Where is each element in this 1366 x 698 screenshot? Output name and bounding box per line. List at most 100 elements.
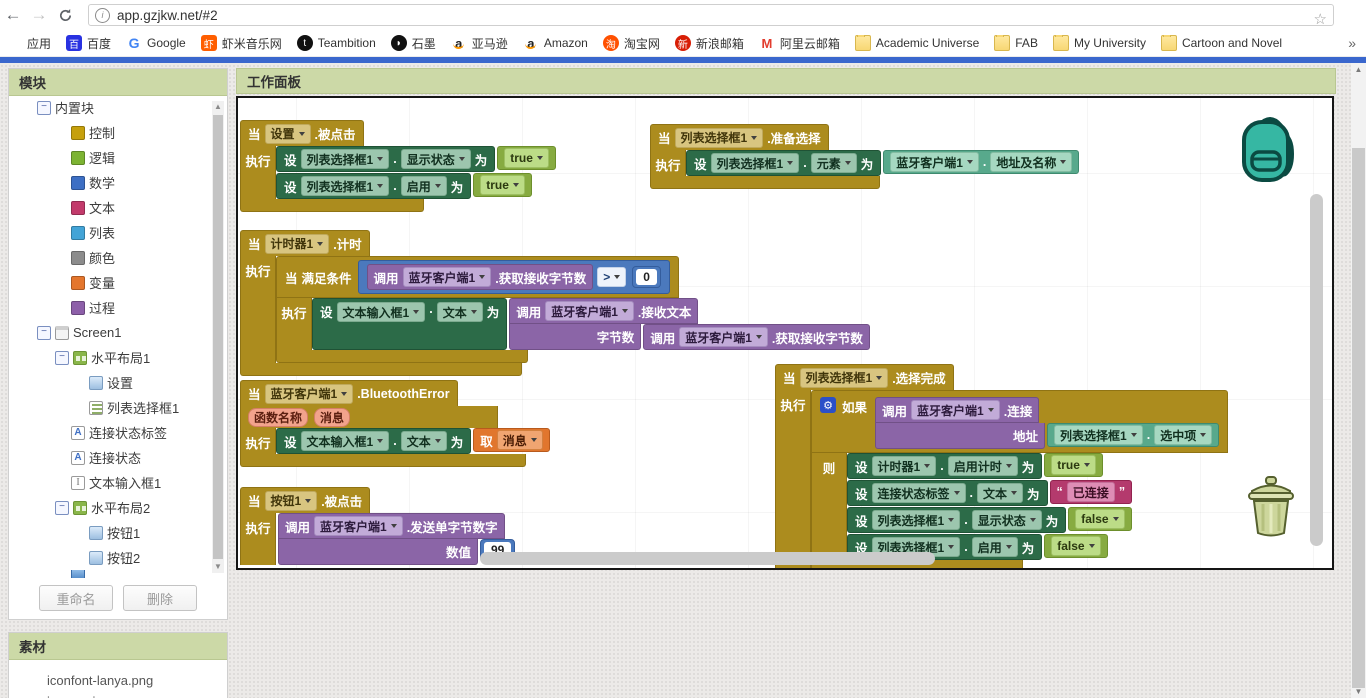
- property-dropdown[interactable]: 显示状态: [400, 149, 471, 169]
- tree-item[interactable]: A 连接状态: [9, 445, 227, 470]
- tree-item[interactable]: 按钮2: [9, 545, 227, 570]
- bookmark-item[interactable]: Cartoon and Novel: [1160, 34, 1282, 51]
- component-dropdown[interactable]: 蓝牙客户端1: [402, 267, 492, 287]
- if-block[interactable]: ⚙ 如果 调用 蓝牙客户端1 .连接 地址: [811, 390, 1229, 568]
- bookmark-item[interactable]: a Amazon: [522, 35, 588, 51]
- param-chip[interactable]: 函数名称: [248, 407, 309, 427]
- property-dropdown[interactable]: 选中项: [1154, 425, 1213, 445]
- while-header[interactable]: 当 满足条件 调用 蓝牙客户端1 .获取接收字节数 > 0: [276, 256, 679, 298]
- property-dropdown[interactable]: 启用: [400, 176, 447, 196]
- page-scrollbar-thumb[interactable]: [1352, 148, 1365, 688]
- collapse-icon[interactable]: −: [55, 350, 69, 365]
- property-getter-block[interactable]: 蓝牙客户端1 . 地址及名称: [883, 150, 1080, 174]
- block-when-listpicker-afterpicking[interactable]: 当 列表选择框1 .选择完成 执行 ⚙ 如果 调用 蓝牙客户端1: [775, 364, 1229, 568]
- delete-button[interactable]: 删除: [123, 585, 197, 611]
- bookmark-item[interactable]: My University: [1052, 34, 1146, 51]
- block-when-timer-tick[interactable]: 当 计时器1 .计时 执行 当 满足条件 调用 蓝牙客户端1: [240, 230, 870, 376]
- logic-dropdown[interactable]: true: [1051, 455, 1096, 475]
- set-block[interactable]: 设 列表选择框1 . 元素 为: [686, 150, 882, 176]
- property-dropdown[interactable]: 文本: [436, 302, 483, 322]
- logic-value-block[interactable]: true: [473, 173, 532, 197]
- bookmarks-overflow-chevron[interactable]: »: [1348, 35, 1356, 51]
- variable-dropdown[interactable]: 消息: [496, 430, 543, 450]
- tree-item[interactable]: − Screen1: [9, 320, 227, 345]
- scroll-down-icon[interactable]: ▼: [1354, 687, 1363, 696]
- component-dropdown[interactable]: 列表选择框1: [871, 510, 961, 530]
- bookmark-item[interactable]: 淘淘宝网: [602, 35, 660, 52]
- set-block[interactable]: 设 列表选择框1 . 显示状态 为: [847, 507, 1067, 533]
- collapse-icon[interactable]: −: [37, 325, 51, 340]
- tree-item[interactable]: 过程: [9, 295, 227, 320]
- operator-dropdown[interactable]: >: [597, 267, 627, 287]
- set-block[interactable]: 设 列表选择框1 . 显示状态 为: [276, 146, 496, 172]
- component-dropdown[interactable]: 蓝牙客户端1: [890, 152, 979, 172]
- forward-icon[interactable]: →: [30, 5, 48, 24]
- asset-item[interactable]: images.jpeg: [47, 691, 227, 698]
- refresh-icon[interactable]: [52, 3, 78, 27]
- tree-item[interactable]: I 文本输入框1: [9, 470, 227, 495]
- call-receivetext-block[interactable]: 调用 蓝牙客户端1 .接收文本 字节数: [509, 298, 870, 350]
- get-variable-block[interactable]: 取 消息: [473, 428, 550, 452]
- block-when-setup-clicked[interactable]: 当 设置 .被点击 执行 设 列表选择框1 . 显示状态 为: [240, 120, 556, 212]
- bookmark-item[interactable]: G Google: [126, 35, 186, 51]
- component-dropdown[interactable]: 连接状态标签: [871, 483, 966, 503]
- tree-item[interactable]: 数学: [9, 170, 227, 195]
- tree-item[interactable]: 列表选择框1: [9, 395, 227, 420]
- backpack-icon[interactable]: [1240, 112, 1302, 191]
- logic-value-block[interactable]: true: [1044, 453, 1103, 477]
- property-dropdown[interactable]: 文本: [977, 483, 1024, 503]
- component-dropdown[interactable]: 列表选择框1: [1054, 425, 1143, 445]
- tree-scrollbar[interactable]: ▲ ▼: [212, 101, 224, 573]
- bookmark-item[interactable]: a 亚马逊: [450, 35, 508, 52]
- canvas-vscrollbar-thumb[interactable]: [1310, 194, 1323, 546]
- component-dropdown[interactable]: 蓝牙客户端1: [264, 383, 354, 404]
- block-when-bluetooth-error[interactable]: 当 蓝牙客户端1 .BluetoothError 函数名称 消息 执行 设 文本…: [240, 380, 550, 467]
- call-getbytes-block[interactable]: 调用 蓝牙客户端1 .获取接收字节数: [643, 324, 870, 350]
- bookmark-star-icon[interactable]: ☆: [1313, 11, 1327, 28]
- canvas-hscrollbar-thumb[interactable]: [480, 552, 935, 565]
- tree-item[interactable]: A 连接状态标签: [9, 420, 227, 445]
- event-block-header[interactable]: 当 蓝牙客户端1 .BluetoothError: [240, 380, 458, 406]
- component-dropdown[interactable]: 按钮1: [264, 490, 318, 511]
- property-dropdown[interactable]: 地址及名称: [990, 152, 1073, 172]
- text-string-block[interactable]: “ 已连接 ”: [1049, 480, 1133, 504]
- tree-item[interactable]: 按钮1: [9, 520, 227, 545]
- tree-item[interactable]: 逻辑: [9, 145, 227, 170]
- param-chip[interactable]: 消息: [314, 407, 351, 427]
- component-dropdown[interactable]: 蓝牙客户端1: [679, 327, 768, 347]
- back-icon[interactable]: ←: [4, 5, 22, 24]
- mutator-gear-icon[interactable]: ⚙: [820, 397, 836, 413]
- bookmark-item[interactable]: 新新浪邮箱: [674, 35, 744, 52]
- bookmark-item[interactable]: 应用: [6, 35, 51, 52]
- event-block-header[interactable]: 当 列表选择框1 .准备选择: [650, 124, 829, 150]
- tree-item[interactable]: 文本: [9, 195, 227, 220]
- component-dropdown[interactable]: 蓝牙客户端1: [911, 400, 1000, 420]
- component-dropdown[interactable]: 列表选择框1: [674, 127, 764, 148]
- tree-item[interactable]: 列表: [9, 220, 227, 245]
- logic-dropdown[interactable]: false: [1051, 536, 1101, 556]
- asset-item[interactable]: iconfont-lanya.png: [47, 673, 154, 688]
- tree-item[interactable]: − 内置块: [9, 95, 227, 120]
- bookmark-item[interactable]: 百百度: [66, 35, 111, 52]
- compare-block[interactable]: 调用 蓝牙客户端1 .获取接收字节数 > 0: [357, 260, 670, 294]
- component-dropdown[interactable]: 蓝牙客户端1: [545, 301, 634, 321]
- bookmark-item[interactable]: M 阿里云邮箱: [758, 35, 840, 52]
- component-dropdown[interactable]: 计时器1: [871, 456, 937, 476]
- if-header[interactable]: ⚙ 如果 调用 蓝牙客户端1 .连接 地址: [811, 390, 1229, 453]
- block-when-button1-clicked[interactable]: 当 按钮1 .被点击 执行 调用 蓝牙客户端1 .发送单字节数字: [240, 487, 516, 565]
- property-dropdown[interactable]: 元素: [810, 153, 857, 173]
- scroll-up-icon[interactable]: ▲: [1354, 65, 1363, 74]
- tree-item[interactable]: − 水平布局1: [9, 345, 227, 370]
- event-block-header[interactable]: 当 列表选择框1 .选择完成: [775, 364, 954, 390]
- while-block[interactable]: 当 满足条件 调用 蓝牙客户端1 .获取接收字节数 > 0: [276, 256, 870, 363]
- set-block[interactable]: 设 列表选择框1 . 启用 为: [276, 173, 472, 199]
- component-dropdown[interactable]: 列表选择框1: [710, 153, 800, 173]
- collapse-icon[interactable]: −: [37, 100, 51, 115]
- collapse-icon[interactable]: −: [55, 500, 69, 515]
- bookmark-item[interactable]: 虾虾米音乐网: [200, 35, 282, 52]
- logic-value-block[interactable]: false: [1068, 507, 1132, 531]
- event-block-header[interactable]: 当 计时器1 .计时: [240, 230, 370, 256]
- set-block[interactable]: 设 文本输入框1 . 文本 为: [312, 298, 508, 350]
- tree-item[interactable]: 设置: [9, 370, 227, 395]
- call-connect-block[interactable]: 调用 蓝牙客户端1 .连接 地址 列表选择框1: [875, 397, 1220, 449]
